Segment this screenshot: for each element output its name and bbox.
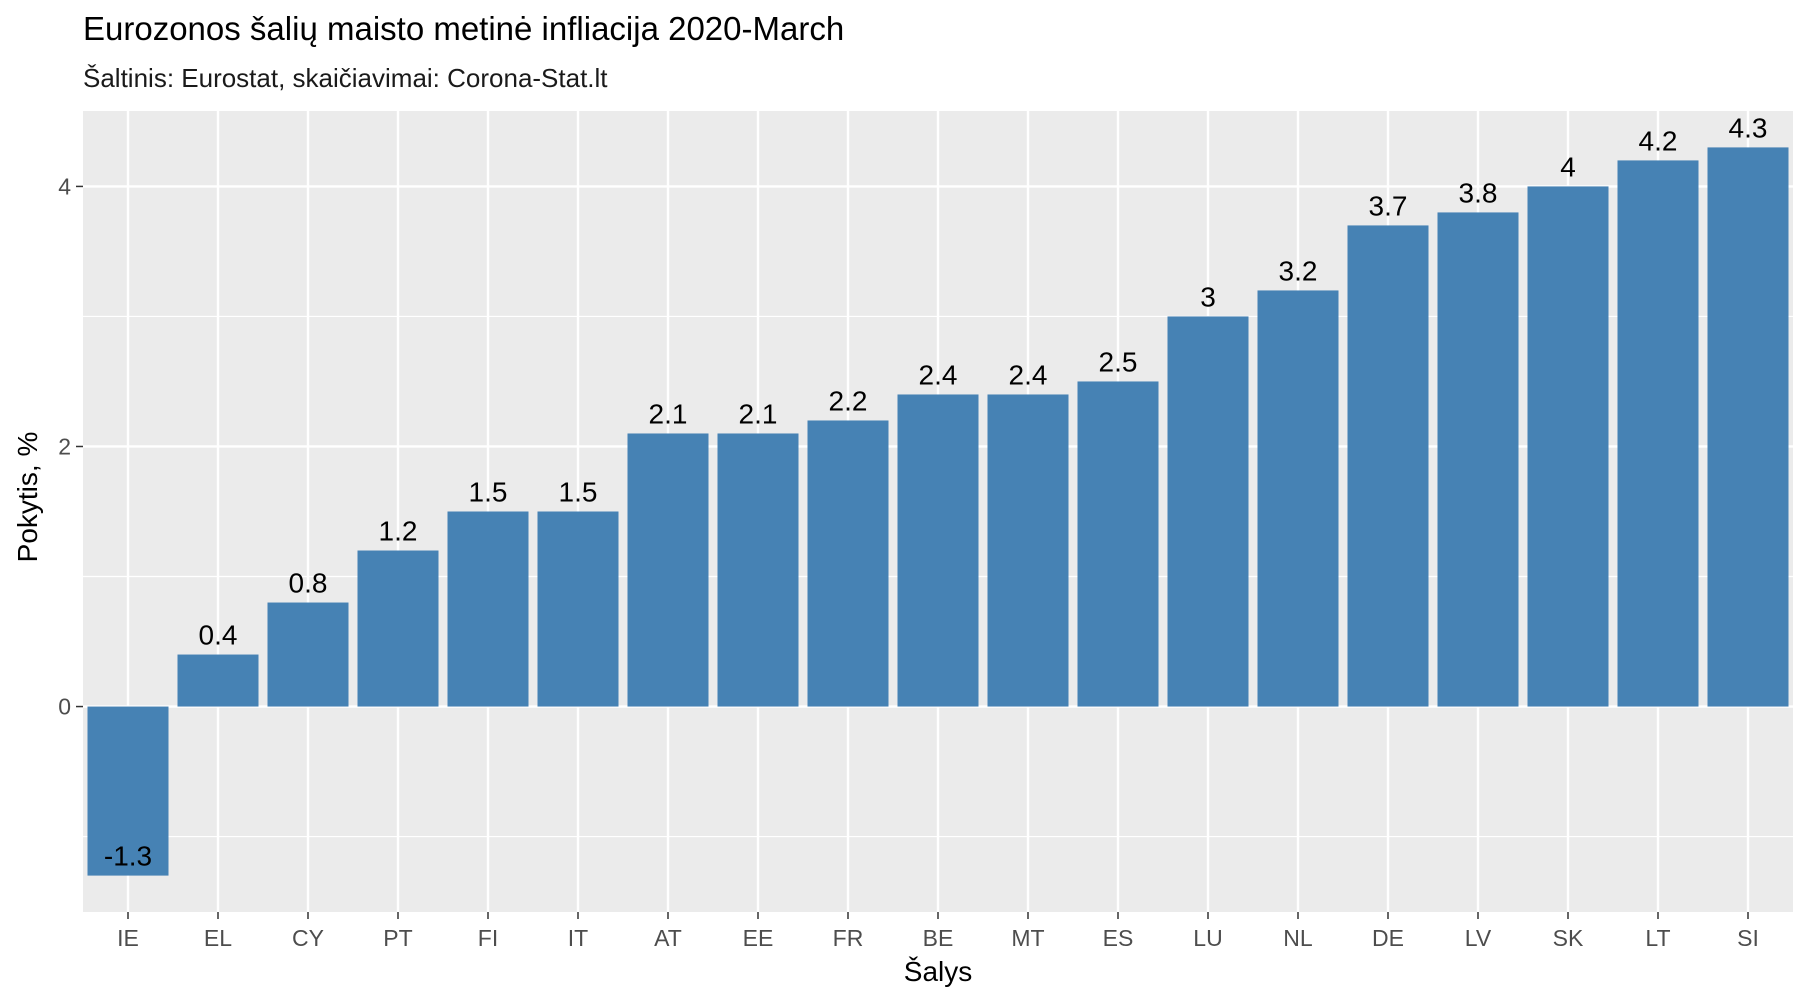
x-tick-label: PT xyxy=(383,925,412,951)
x-tick-label: BE xyxy=(923,925,954,951)
bar-value-label: 2.5 xyxy=(1099,346,1138,377)
bar-value-label: 4.3 xyxy=(1729,112,1768,143)
bar-fr xyxy=(807,420,889,707)
bar-value-label: 3 xyxy=(1200,281,1216,312)
bar-be xyxy=(897,394,979,707)
bar-nl xyxy=(1257,290,1339,707)
bar-pt xyxy=(357,550,439,707)
bar-es xyxy=(1077,381,1159,707)
bar-value-label: 3.2 xyxy=(1279,255,1318,286)
y-axis: 0 2 4 xyxy=(58,173,83,720)
bar-value-label: 4.2 xyxy=(1639,125,1678,156)
bar-fi xyxy=(447,511,529,707)
x-axis: IE EL CY PT FI IT AT EE FR BE MT ES LU NL DE LV SK LT SI xyxy=(117,912,1759,951)
bar-de xyxy=(1347,225,1429,707)
chart-title: Eurozonos šalių maisto metinė infliacija… xyxy=(83,10,844,47)
bar-it xyxy=(537,511,619,707)
bar-value-label: 2.1 xyxy=(739,398,778,429)
bar-value-label: 1.5 xyxy=(559,477,598,508)
bar-value-label: 0.4 xyxy=(199,620,238,651)
x-tick-label: NL xyxy=(1283,925,1313,951)
bar-value-label: 1.5 xyxy=(469,477,508,508)
x-tick-label: SI xyxy=(1737,925,1759,951)
x-tick-label: FI xyxy=(478,925,498,951)
bar-value-label: -1.3 xyxy=(104,841,152,872)
x-tick-label: SK xyxy=(1553,925,1584,951)
bars xyxy=(87,147,1789,876)
bar-value-label: 1.2 xyxy=(379,516,418,547)
x-tick-label: EL xyxy=(204,925,232,951)
y-tick-label: 4 xyxy=(58,173,71,199)
x-tick-label: MT xyxy=(1011,925,1044,951)
bar-value-label: 2.4 xyxy=(919,359,958,390)
bar-cy xyxy=(267,602,349,707)
x-tick-label: CY xyxy=(292,925,324,951)
y-tick-label: 2 xyxy=(58,433,71,459)
bar-at xyxy=(627,433,709,707)
bar-sk xyxy=(1527,186,1609,707)
bar-value-label: 0.8 xyxy=(289,568,328,599)
bar-value-labels: -1.3 0.4 0.8 1.2 1.5 1.5 2.1 2.1 2.2 2.4 2.4 2.5 3 3.… xyxy=(104,112,1768,871)
chart-subtitle: Šaltinis: Eurostat, skaičiavimai: Corona… xyxy=(83,63,608,93)
x-tick-label: DE xyxy=(1372,925,1404,951)
x-tick-label: LT xyxy=(1645,925,1670,951)
bar-value-label: 3.8 xyxy=(1459,177,1498,208)
x-tick-label: IT xyxy=(568,925,588,951)
bar-value-label: 2.4 xyxy=(1009,359,1048,390)
bar-value-label: 2.2 xyxy=(829,385,868,416)
x-tick-label: FR xyxy=(833,925,864,951)
bar-mt xyxy=(987,394,1069,707)
x-tick-label: ES xyxy=(1103,925,1134,951)
x-tick-label: EE xyxy=(743,925,774,951)
x-tick-label: IE xyxy=(117,925,139,951)
bar-ie xyxy=(87,706,169,876)
bar-value-label: 3.7 xyxy=(1369,190,1408,221)
y-tick-label: 0 xyxy=(58,694,71,720)
bar-value-label: 4 xyxy=(1560,151,1576,182)
bar-lv xyxy=(1437,212,1519,707)
x-tick-label: AT xyxy=(654,925,682,951)
bar-lt xyxy=(1617,160,1699,707)
x-tick-label: LV xyxy=(1465,925,1492,951)
bar-si xyxy=(1707,147,1789,707)
bar-lu xyxy=(1167,316,1249,707)
x-axis-title: Šalys xyxy=(904,956,972,987)
y-axis-title: Pokytis, % xyxy=(12,432,43,563)
bar-el xyxy=(177,654,259,707)
bar-value-label: 2.1 xyxy=(649,398,688,429)
bar-ee xyxy=(717,433,799,707)
x-tick-label: LU xyxy=(1193,925,1222,951)
